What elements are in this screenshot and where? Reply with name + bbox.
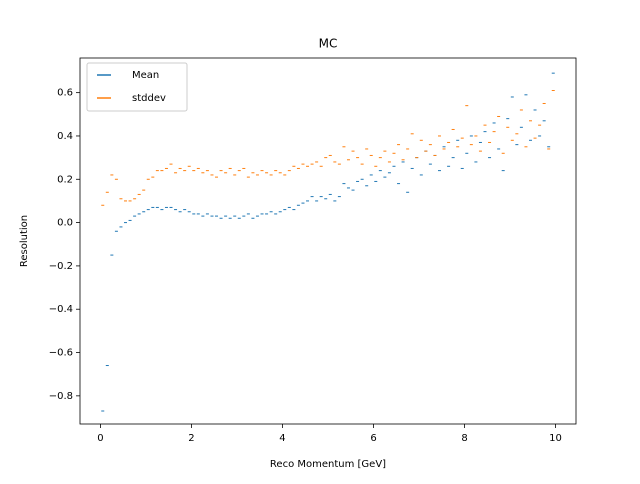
legend-label: stddev [132, 93, 166, 104]
y-tick-label: −0.6 [49, 348, 73, 359]
y-tick-label: −0.4 [49, 304, 73, 315]
y-tick-label: 0.6 [57, 88, 73, 99]
y-tick-label: −0.8 [49, 391, 73, 402]
y-tick-label: 0.4 [57, 131, 73, 142]
y-tick-label: 0.0 [57, 218, 73, 229]
x-tick-label: 8 [461, 433, 467, 444]
plot-frame [79, 57, 577, 425]
x-tick-label: 10 [549, 433, 562, 444]
y-tick-label: −0.2 [49, 261, 73, 272]
x-tick-label: 6 [370, 433, 376, 444]
chart-title: MC [319, 37, 338, 51]
legend-box [86, 62, 188, 112]
legend-label: Mean [132, 70, 159, 81]
x-tick-label: 4 [279, 433, 285, 444]
x-tick-label: 0 [97, 433, 103, 444]
y-tick-label: 0.2 [57, 174, 73, 185]
y-axis-label: Resolution [19, 215, 30, 267]
x-axis-label: Reco Momentum [GeV] [270, 459, 386, 470]
x-tick-label: 2 [188, 433, 194, 444]
